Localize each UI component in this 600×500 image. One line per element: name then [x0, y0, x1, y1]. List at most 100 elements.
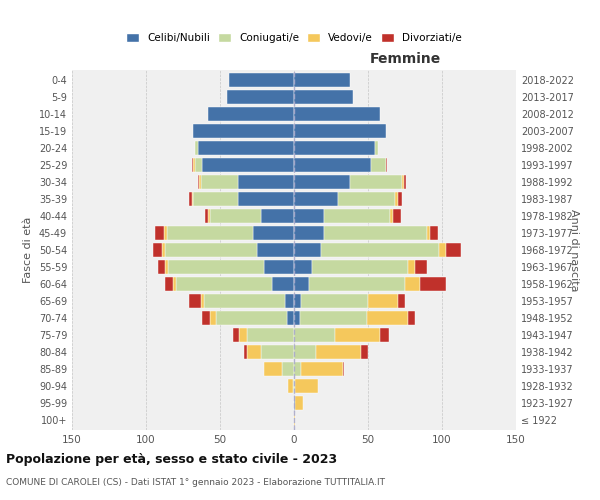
Bar	[233, 328, 239, 342]
Bar	[165, 277, 173, 291]
Bar	[367, 311, 408, 325]
Bar	[323, 226, 427, 240]
Bar	[361, 345, 368, 359]
Bar	[205, 209, 208, 223]
Bar	[301, 362, 343, 376]
Bar	[162, 243, 165, 257]
Bar	[294, 158, 371, 172]
Bar	[193, 124, 294, 138]
Bar	[398, 294, 405, 308]
Bar	[301, 294, 368, 308]
Bar	[158, 260, 165, 274]
Bar	[208, 209, 209, 223]
Bar	[282, 362, 294, 376]
Bar	[247, 345, 262, 359]
Bar	[262, 209, 294, 223]
Bar	[247, 328, 294, 342]
Bar	[193, 158, 195, 172]
Bar	[404, 175, 406, 189]
Bar	[294, 192, 338, 206]
Bar	[294, 107, 380, 121]
Bar	[408, 311, 415, 325]
Bar	[195, 141, 198, 155]
Bar	[402, 175, 404, 189]
Bar	[390, 209, 393, 223]
Bar	[294, 141, 376, 155]
Bar	[209, 311, 215, 325]
Bar	[294, 90, 353, 104]
Bar	[257, 243, 294, 257]
Bar	[420, 277, 446, 291]
Bar	[285, 294, 294, 308]
Text: COMUNE DI CAROLEI (CS) - Dati ISTAT 1° gennaio 2023 - Elaborazione TUTTITALIA.IT: COMUNE DI CAROLEI (CS) - Dati ISTAT 1° g…	[6, 478, 385, 487]
Bar	[430, 226, 437, 240]
Bar	[265, 260, 294, 274]
Bar	[446, 243, 461, 257]
Bar	[380, 328, 389, 342]
Bar	[154, 243, 162, 257]
Bar	[227, 90, 294, 104]
Bar	[168, 260, 265, 274]
Bar	[262, 345, 294, 359]
Bar	[294, 345, 316, 359]
Text: Popolazione per età, sesso e stato civile - 2023: Popolazione per età, sesso e stato civil…	[6, 452, 337, 466]
Bar	[189, 294, 201, 308]
Bar	[198, 141, 294, 155]
Bar	[295, 396, 303, 410]
Bar	[405, 277, 420, 291]
Bar	[198, 175, 199, 189]
Y-axis label: Fasce di età: Fasce di età	[23, 217, 33, 283]
Bar	[350, 175, 402, 189]
Bar	[173, 277, 176, 291]
Bar	[193, 192, 238, 206]
Bar	[371, 158, 386, 172]
Bar	[427, 226, 430, 240]
Bar	[192, 158, 193, 172]
Bar	[323, 209, 390, 223]
Bar	[287, 311, 294, 325]
Bar	[398, 192, 402, 206]
Bar	[167, 226, 253, 240]
Bar	[294, 328, 335, 342]
Bar	[238, 192, 294, 206]
Bar	[195, 158, 202, 172]
Bar	[294, 73, 350, 87]
Bar	[201, 175, 238, 189]
Bar	[415, 260, 427, 274]
Bar	[386, 158, 387, 172]
Bar	[294, 311, 300, 325]
Bar	[312, 260, 408, 274]
Bar	[192, 192, 193, 206]
Bar	[215, 311, 287, 325]
Bar	[294, 277, 309, 291]
Bar	[294, 294, 301, 308]
Bar	[229, 73, 294, 87]
Legend: Celibi/Nubili, Coniugati/e, Vedovi/e, Divorziati/e: Celibi/Nubili, Coniugati/e, Vedovi/e, Di…	[122, 28, 466, 47]
Text: Femmine: Femmine	[370, 52, 440, 66]
Bar	[294, 379, 295, 393]
Bar	[208, 107, 294, 121]
Bar	[253, 226, 294, 240]
Bar	[155, 226, 164, 240]
Bar	[265, 362, 282, 376]
Bar	[165, 243, 257, 257]
Bar	[293, 379, 294, 393]
Bar	[395, 192, 398, 206]
Bar	[294, 209, 323, 223]
Bar	[320, 243, 439, 257]
Bar	[288, 379, 293, 393]
Bar	[204, 294, 285, 308]
Bar	[294, 226, 323, 240]
Bar	[294, 413, 295, 427]
Bar	[439, 243, 446, 257]
Y-axis label: Anni di nascita: Anni di nascita	[569, 209, 580, 291]
Bar	[244, 345, 247, 359]
Bar	[294, 124, 386, 138]
Bar	[176, 277, 272, 291]
Bar	[343, 362, 344, 376]
Bar	[294, 396, 295, 410]
Bar	[294, 175, 350, 189]
Bar	[164, 226, 167, 240]
Bar	[199, 175, 201, 189]
Bar	[238, 175, 294, 189]
